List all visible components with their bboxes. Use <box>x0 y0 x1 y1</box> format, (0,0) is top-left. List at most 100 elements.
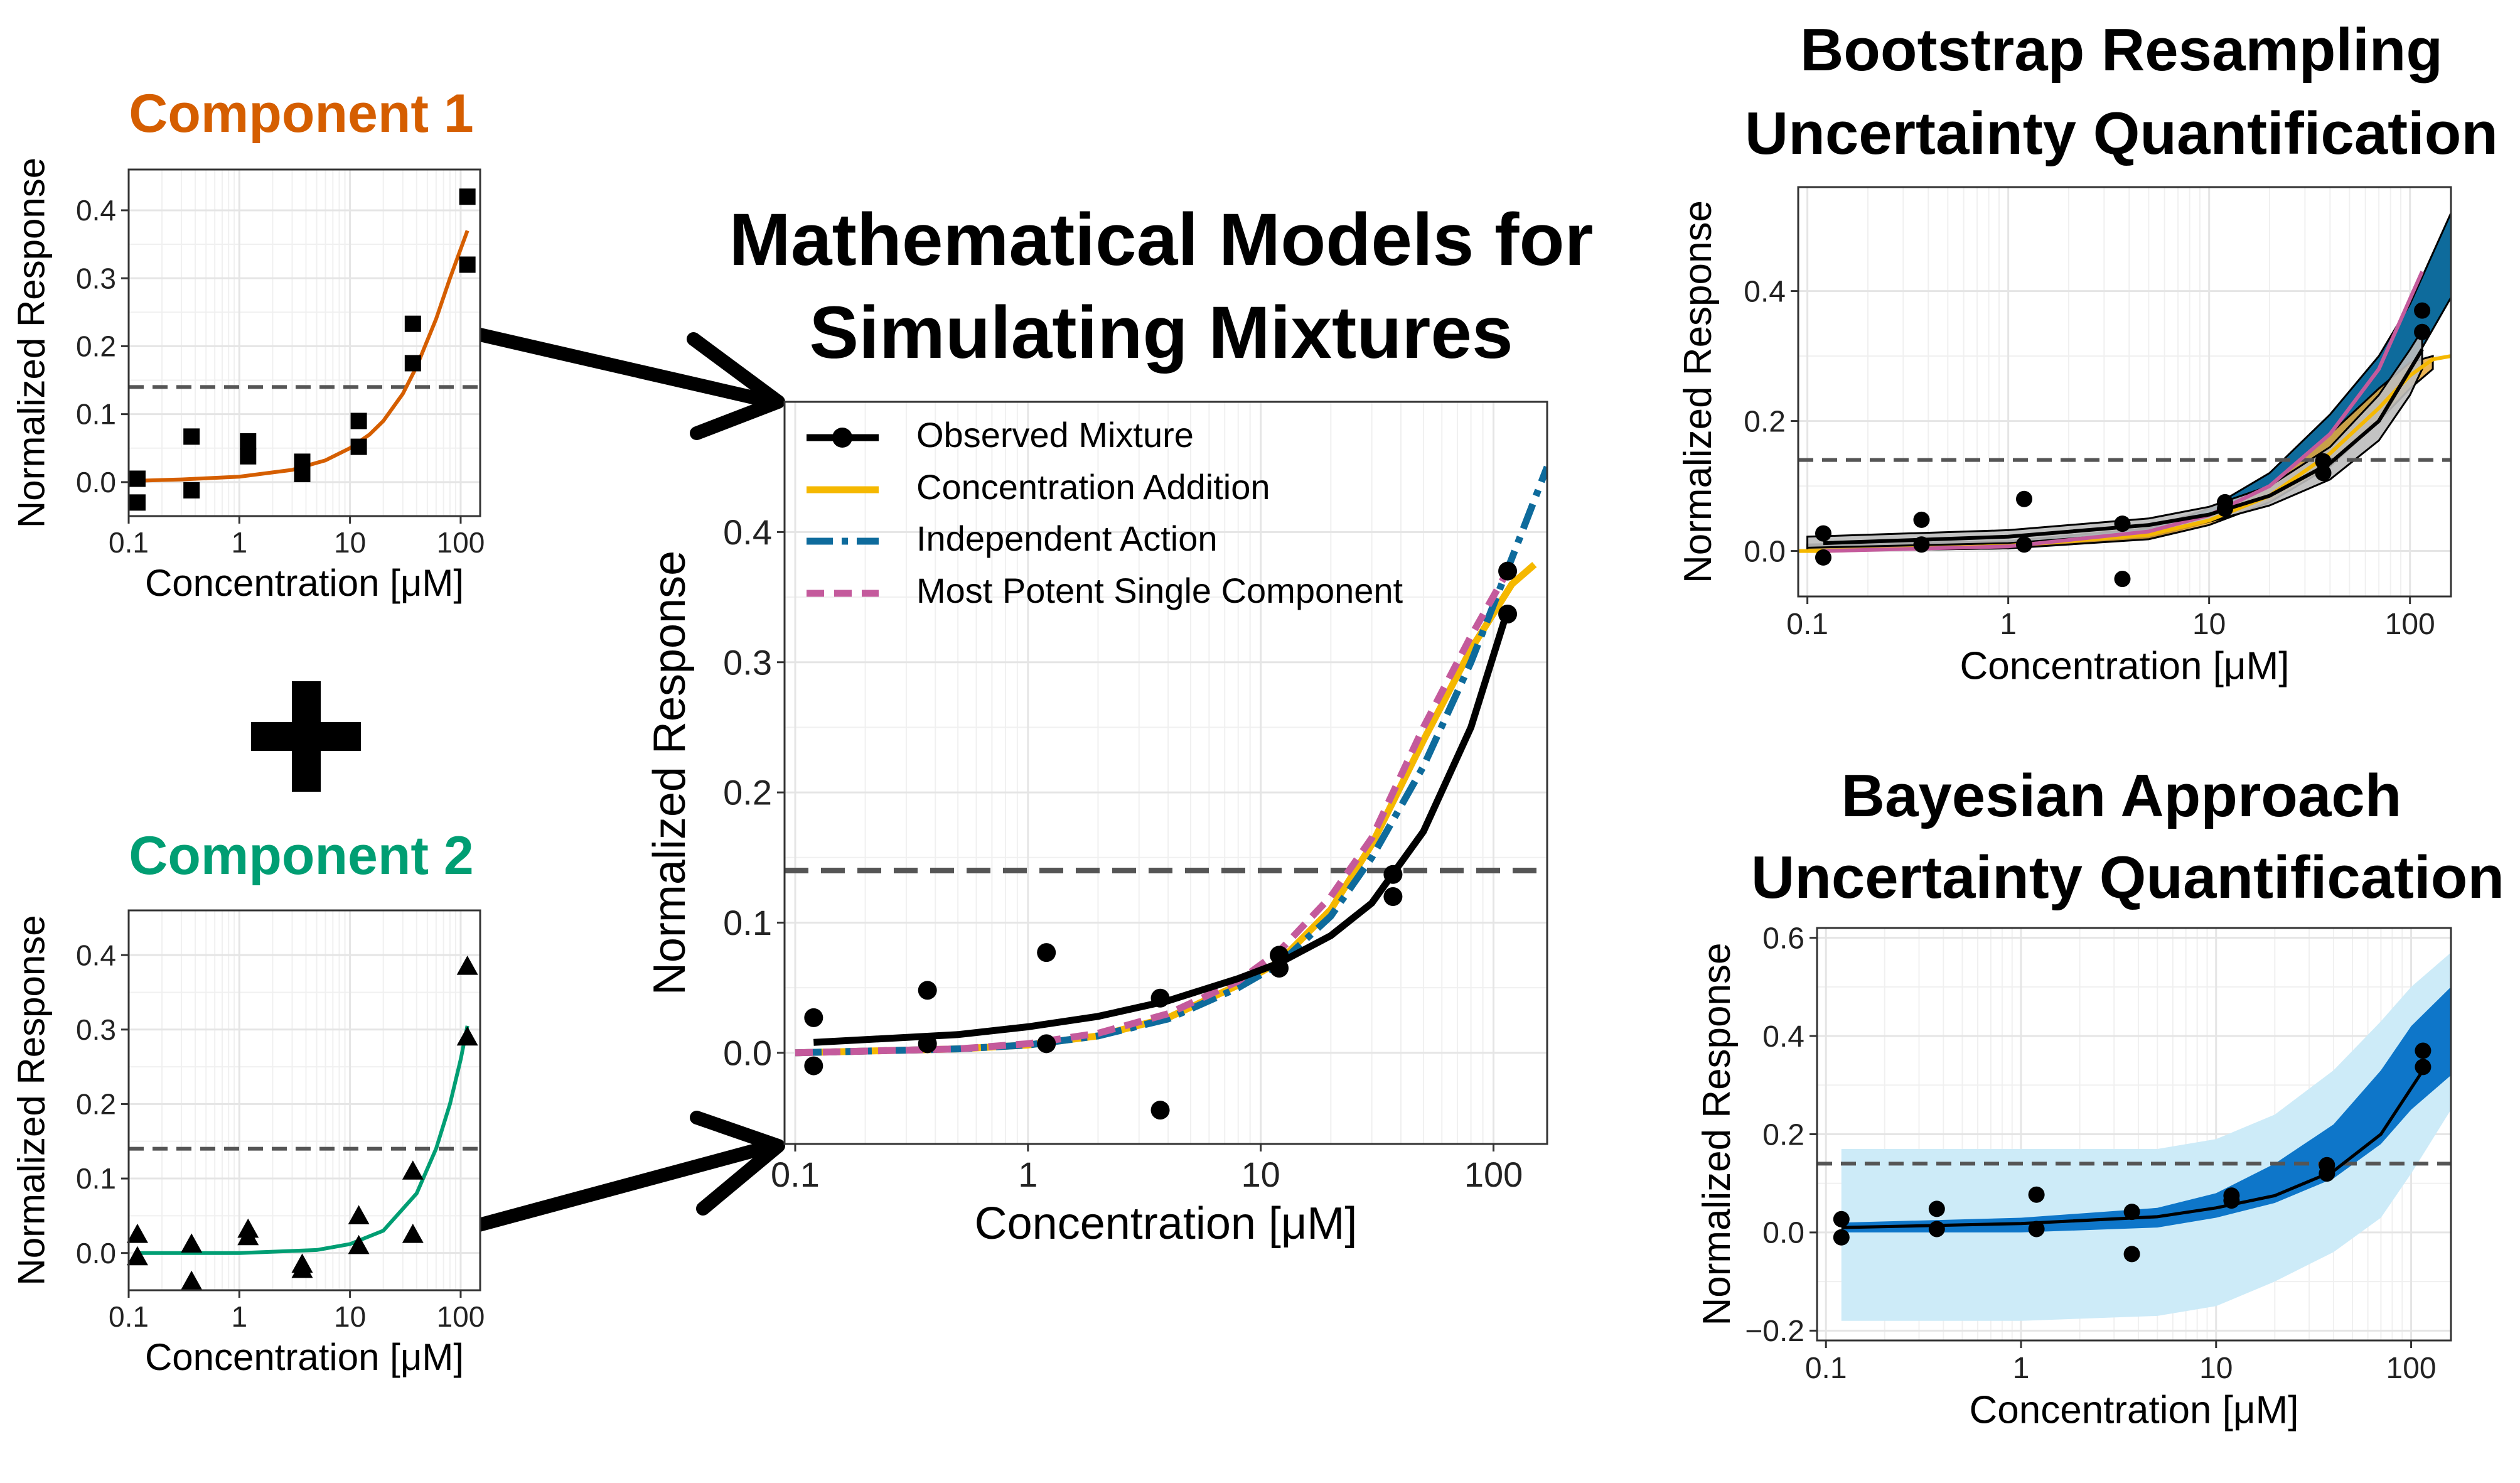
component2-y-tick-label: 0.0 <box>76 1237 116 1270</box>
mixture-point <box>1383 865 1403 884</box>
legend-label-mp: Most Potent Single Component <box>916 571 1403 610</box>
mixture-x-tick-label: 100 <box>1464 1155 1523 1194</box>
component1-title: Component 1 <box>129 84 473 144</box>
bayesian-y-tick-label: −0.2 <box>1745 1315 1804 1348</box>
component1-point <box>240 433 257 450</box>
bayesian-y-axis-label: Normalized Response <box>1695 943 1739 1326</box>
component1-point <box>294 465 311 482</box>
bayesian-y-tick-label: 0.0 <box>1762 1217 1804 1250</box>
bootstrap-point <box>2414 302 2431 319</box>
mixture-plot-area <box>785 402 1547 1144</box>
legend-label-ia: Independent Action <box>916 519 1218 558</box>
bayesian-point <box>2028 1186 2045 1203</box>
bootstrap-point <box>2315 465 2332 482</box>
legend-label-ca: Concentration Addition <box>916 467 1270 507</box>
component2-point <box>237 1226 259 1246</box>
mixture-y-tick-label: 0.2 <box>723 773 772 812</box>
component2-point <box>291 1258 313 1278</box>
component1-y-tick-label: 0.2 <box>76 330 116 363</box>
component2-point <box>126 1246 148 1266</box>
bootstrap-x-tick-label: 10 <box>2192 608 2226 641</box>
mixture-point <box>918 981 937 1000</box>
bayesian-point <box>1833 1211 1850 1227</box>
component2-title: Component 2 <box>129 826 473 886</box>
component2-y-axis-label: Normalized Response <box>11 915 53 1285</box>
main-title-line2: Simulating Mixtures <box>809 291 1513 374</box>
component1-data-layer <box>129 230 480 483</box>
component2-point <box>348 1205 370 1224</box>
bootstrap-point <box>2114 571 2131 588</box>
component1-x-axis-label: Concentration [μM] <box>145 562 464 604</box>
mixture-point <box>1037 943 1056 963</box>
component2-x-tick-label: 0.1 <box>109 1300 149 1333</box>
component2-x-tick-label: 10 <box>334 1300 366 1333</box>
component1-point <box>459 256 476 273</box>
bootstrap-x-axis-label: Concentration [μM] <box>1960 644 2289 688</box>
bayesian-x-tick-label: 10 <box>2199 1352 2233 1385</box>
bootstrap-x-tick-label: 1 <box>2000 608 2017 641</box>
component1-x-tick-label: 1 <box>232 526 248 559</box>
mixture-x-axis-label: Concentration [μM] <box>975 1199 1358 1249</box>
bootstrap-point <box>2217 500 2234 517</box>
mixture-series-line <box>813 609 1511 1046</box>
mixture-series-line <box>795 569 1511 1057</box>
bayesian-point <box>1833 1229 1850 1246</box>
bayesian-title-line1: Bayesian Approach <box>1842 762 2402 829</box>
bootstrap-point <box>2015 490 2032 507</box>
mixture-panel-border <box>783 401 1548 1145</box>
mixture-y-tick-label: 0.0 <box>723 1033 772 1072</box>
component1-point <box>459 188 476 205</box>
arrow-component1-to-mixture <box>451 323 785 440</box>
mixture-y-tick-label: 0.4 <box>723 512 772 552</box>
component1-point <box>404 355 421 372</box>
legend-item-observed: Observed Mixture <box>807 415 1194 455</box>
legend-item-ia: Independent Action <box>807 519 1218 558</box>
bootstrap-x-tick-label: 0.1 <box>1786 608 1828 641</box>
bayesian-x-tick-label: 0.1 <box>1805 1352 1847 1385</box>
mixture-series-line <box>795 465 1547 1057</box>
component2-point <box>126 1224 148 1243</box>
bootstrap-point <box>1815 525 1831 542</box>
bootstrap-y-tick-label: 0.2 <box>1744 405 1786 438</box>
bayesian-chart: 0.1 1 10 100 −0.2 0.0 0.2 0.4 0.6 Concentration [… <box>1695 922 2452 1432</box>
bootstrap-point <box>2015 536 2032 553</box>
mixture-point <box>1498 561 1518 581</box>
mixture-x-tick-label: 10 <box>1241 1155 1280 1194</box>
mixture-legend: Observed Mixture Concentration Addition … <box>807 415 1403 610</box>
legend-item-mp: Most Potent Single Component <box>807 571 1403 610</box>
mixture-y-tick-label: 0.1 <box>723 903 772 942</box>
bayesian-point <box>2319 1165 2335 1182</box>
bootstrap-y-axis-label: Normalized Response <box>1676 200 1720 583</box>
bootstrap-point <box>1913 511 1930 528</box>
bootstrap-x-tick-label: 100 <box>2385 608 2435 641</box>
component2-fit-curve <box>137 1025 469 1255</box>
bootstrap-title-line1: Bootstrap Resampling <box>1800 16 2443 84</box>
component2-y-tick-label: 0.1 <box>76 1162 116 1195</box>
bayesian-point <box>2123 1246 2140 1263</box>
bootstrap-point <box>1913 536 1930 553</box>
mixture-chart: 0.1 1 10 100 0.0 0.1 0.2 0.3 0.4 Concentration [μ… <box>645 401 1548 1249</box>
component1-point <box>183 482 200 499</box>
bootstrap-panel-border <box>1797 186 2452 598</box>
mixture-point <box>918 1034 937 1054</box>
bayesian-inner-band <box>1841 986 2451 1232</box>
component2-panel-border <box>127 909 481 1292</box>
component2-data-layer <box>129 1025 480 1255</box>
component1-point <box>129 494 146 511</box>
component1-point <box>240 448 257 465</box>
bayesian-x-tick-label: 100 <box>2386 1352 2437 1385</box>
bootstrap-data-layer <box>1798 212 2451 553</box>
bootstrap-series-line <box>1823 348 2424 546</box>
mixture-point <box>804 1008 823 1027</box>
component1-y-axis-label: Normalized Response <box>11 158 53 528</box>
mixture-point <box>1383 887 1403 906</box>
component1-panel-border <box>127 168 481 517</box>
component1-fit-curve <box>137 230 469 483</box>
mixture-point <box>1270 959 1289 978</box>
bootstrap-point <box>2315 453 2332 470</box>
component2-x-tick-label: 100 <box>437 1300 485 1333</box>
component1-point <box>404 315 421 332</box>
bootstrap-y-tick-label: 0.4 <box>1744 275 1786 308</box>
component2-point <box>402 1160 424 1180</box>
bayesian-series-line <box>1841 1069 2425 1229</box>
